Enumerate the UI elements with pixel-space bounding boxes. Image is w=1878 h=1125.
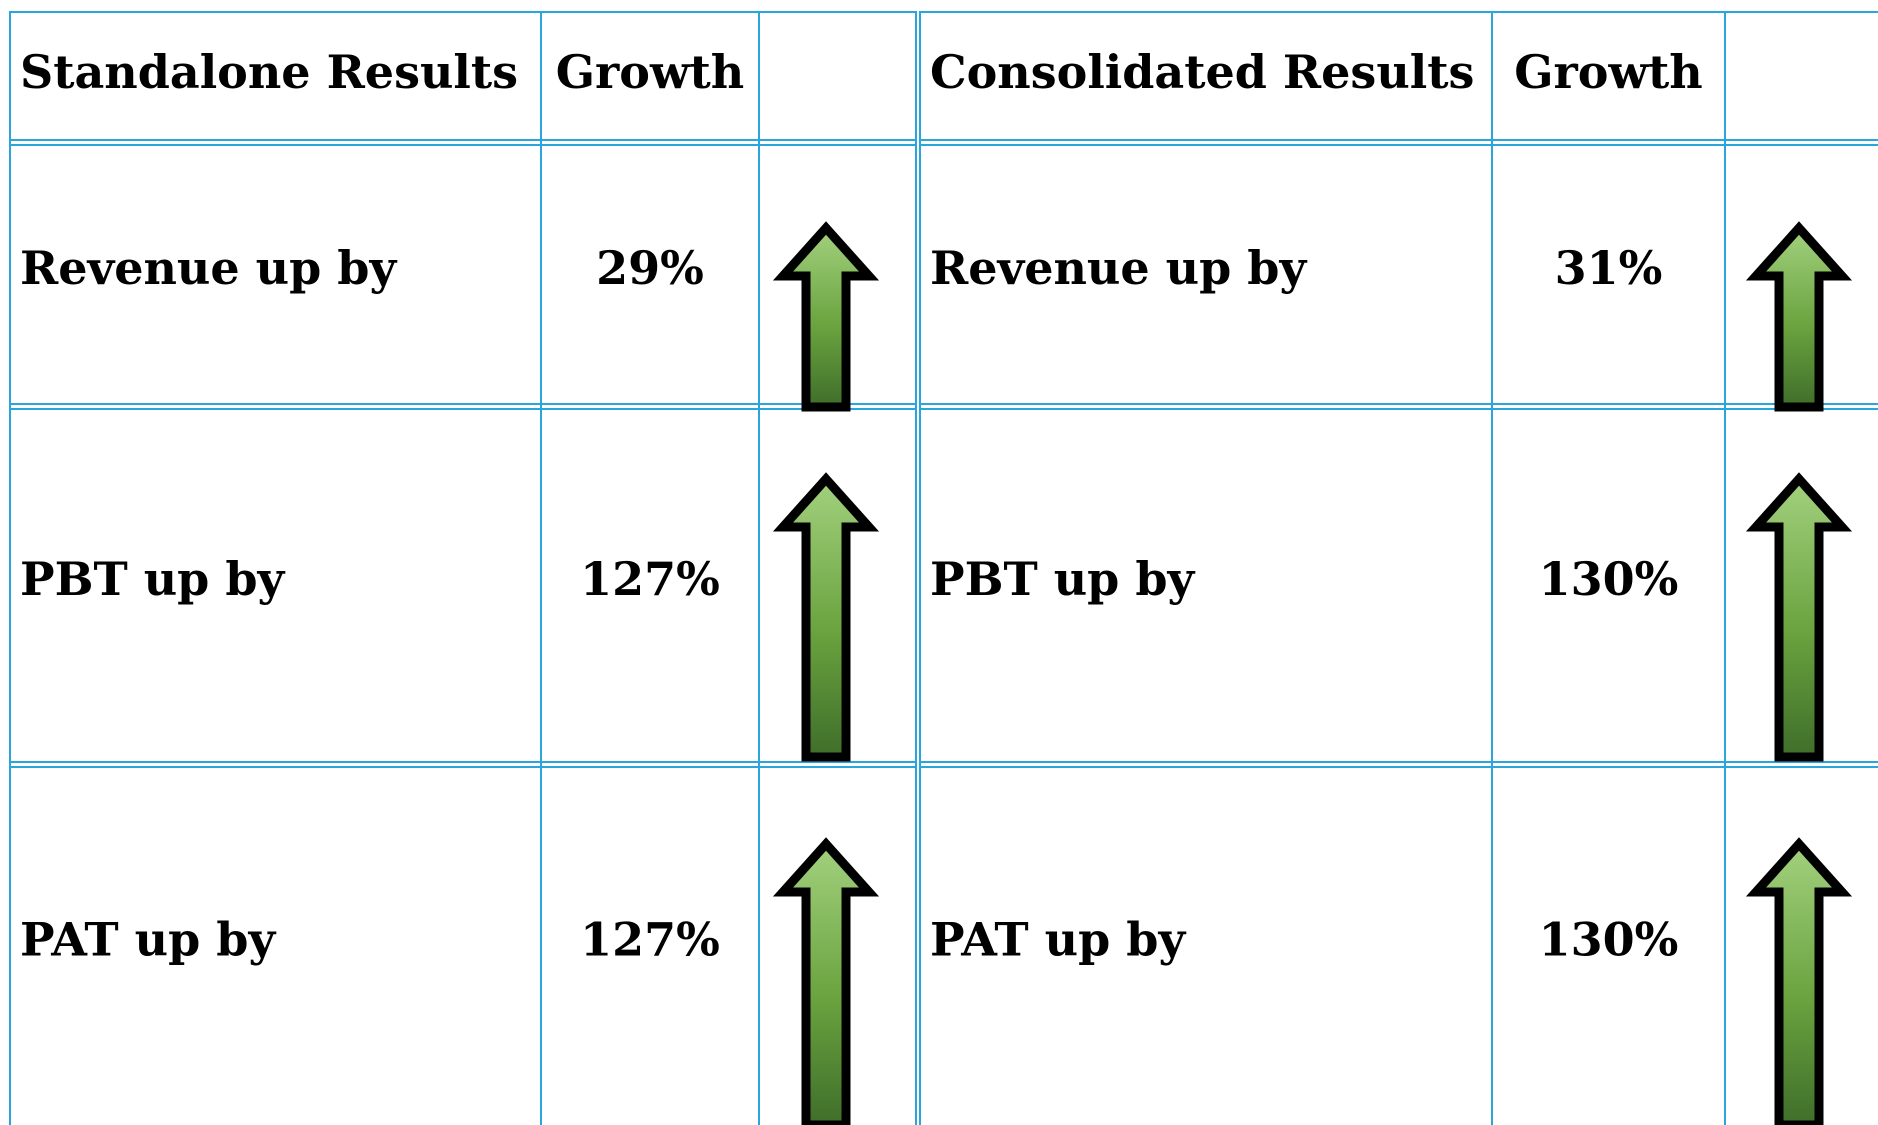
row-growth: 130% [1539,552,1679,606]
up-arrow [772,837,880,1125]
up-arrow [1745,472,1853,762]
row-growth: 127% [580,913,720,967]
header-label: Consolidated Results [930,45,1474,99]
row-label: PAT up by [930,913,1186,967]
row-label: PBT up by [20,552,286,606]
header-growth: Growth [1514,45,1703,99]
up-arrow [1745,837,1853,1125]
row-growth: 130% [1539,913,1679,967]
up-arrow [1745,221,1853,412]
up-arrow [772,472,880,762]
table-cell [1724,11,1878,146]
header-growth: Growth [556,45,745,99]
header-label: Standalone Results [20,45,518,99]
table-cell [758,11,917,146]
row-label: Revenue up by [20,241,397,295]
row-label: PAT up by [20,913,276,967]
row-label: Revenue up by [930,241,1307,295]
table-cell [758,761,917,1125]
table-cell [1724,761,1878,1125]
row-label: PBT up by [930,552,1196,606]
row-growth: 31% [1555,241,1663,295]
row-growth: 127% [580,552,720,606]
up-arrow [772,221,880,412]
row-growth: 29% [596,241,704,295]
